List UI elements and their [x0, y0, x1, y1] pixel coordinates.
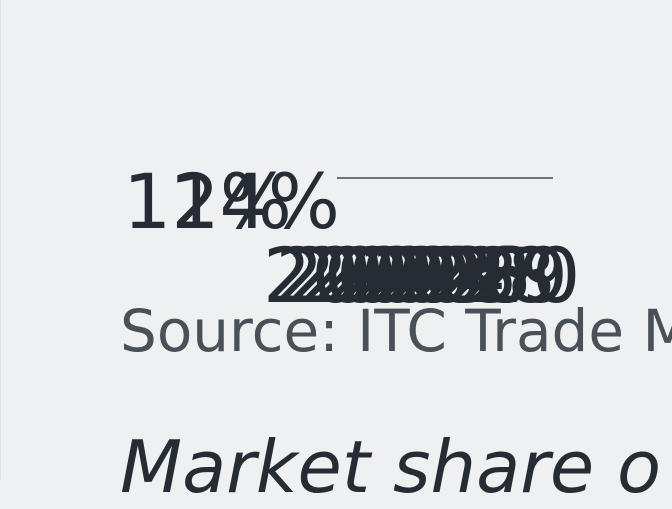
x-tick-label: 2024 [313, 231, 506, 320]
y-axis-ticks: 12%14% [123, 157, 340, 246]
x-tick-label: 2020 [263, 231, 456, 320]
x-tick-label: 2023 [300, 231, 493, 320]
chart-subtitle: Market share o [120, 425, 662, 509]
y-tick-label: 12% [123, 157, 292, 246]
x-tick-label: 2030 [387, 231, 580, 320]
source-note: Source: ITC Trade M [120, 297, 672, 365]
x-tick-label: 2028 [362, 231, 555, 320]
y-tick-label: 14% [171, 157, 340, 246]
chart-area: 12% 14% 2020 2021 2022 2023 2024 2025 2026 2027 2… [0, 0, 580, 480]
x-tick-label: 2025 [325, 231, 518, 320]
x-tick-label: 2027 [350, 231, 543, 320]
x-tick-label: 2026 [337, 231, 530, 320]
x-tick-label: 2022 [288, 231, 481, 320]
x-axis-ticks: 2020202120222023202420252026202720282029… [263, 231, 580, 320]
x-tick-label: 2021 [275, 231, 468, 320]
line-chart: 12%14% 202020212022202320242025202620272… [123, 157, 580, 320]
x-tick-label: 2029 [375, 231, 568, 320]
